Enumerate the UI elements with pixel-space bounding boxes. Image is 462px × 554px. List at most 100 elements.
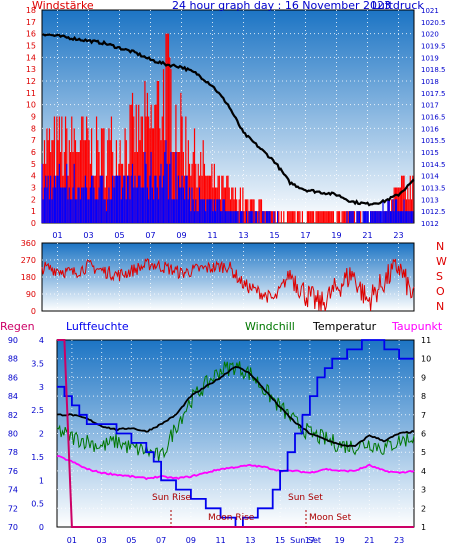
pressure-tick-label: 1017.5 bbox=[421, 90, 446, 98]
temperature-tick-label: 8 bbox=[421, 392, 426, 401]
wind-tick-label: 9 bbox=[31, 113, 36, 122]
rain-tick-label: 2.5 bbox=[31, 406, 44, 415]
temperature-tick-label: 6 bbox=[421, 430, 426, 439]
wind-tick-label: 17 bbox=[26, 18, 36, 27]
compass-label: N bbox=[436, 300, 444, 313]
x-tick-label: 01 bbox=[67, 536, 77, 545]
pressure-tick-label: 1015.5 bbox=[421, 137, 446, 145]
windchill-series-line bbox=[56, 361, 415, 462]
direction-tick-label: 270 bbox=[21, 256, 36, 265]
wind-tick-label: 1 bbox=[31, 207, 36, 216]
temperature-x-ticks: 01 03 05 07 09 11 13 15 17 19 21 23 Sun Set bbox=[67, 536, 404, 545]
x-tick-label: 13 bbox=[245, 536, 255, 545]
wind-tick-label: 12 bbox=[26, 77, 36, 86]
wind-tick-label: 10 bbox=[26, 101, 36, 110]
temperature-axis-ticks: 1 2 3 4 5 6 7 8 9 10 11 bbox=[421, 336, 431, 532]
wind-tick-label: 11 bbox=[26, 89, 36, 98]
annotation-sun-set: Sun Set bbox=[288, 493, 323, 503]
legend-windchill: Windchill bbox=[245, 320, 295, 333]
wind-direction-plot-area bbox=[41, 242, 415, 312]
wind-tick-label: 5 bbox=[31, 160, 36, 169]
pressure-tick-label: 1016 bbox=[421, 125, 439, 133]
temperature-series bbox=[56, 339, 415, 528]
direction-axis-ticks: 0 90 180 270 360 bbox=[21, 239, 36, 316]
rain-tick-label: 0.5 bbox=[31, 500, 44, 509]
pressure-axis-title: Luftdruck bbox=[372, 0, 424, 12]
wind-pressure-x-ticks: 01 03 05 07 09 11 13 15 17 19 21 23 bbox=[52, 231, 403, 240]
wind-bars bbox=[41, 33, 414, 223]
pressure-tick-label: 1014.5 bbox=[421, 161, 446, 169]
x-tick-label: 17 bbox=[300, 231, 310, 240]
temperature-tick-label: 3 bbox=[421, 486, 426, 495]
temperature-tick-label: 5 bbox=[421, 448, 426, 457]
wind-tick-label: 7 bbox=[31, 136, 36, 145]
pressure-tick-label: 1020.5 bbox=[421, 19, 446, 27]
pressure-tick-label: 1020 bbox=[421, 31, 439, 39]
rain-tick-label: 1.5 bbox=[31, 453, 44, 462]
pressure-tick-label: 1016.5 bbox=[421, 114, 446, 122]
temperature-tick-label: 2 bbox=[421, 504, 426, 513]
wind-tick-label: 4 bbox=[31, 172, 36, 181]
x-tick-label: 19 bbox=[331, 231, 341, 240]
wind-tick-label: 18 bbox=[26, 6, 36, 15]
x-tick-label: 21 bbox=[364, 536, 374, 545]
legend-temperature: Temperatur bbox=[312, 320, 377, 333]
direction-tick-label: 360 bbox=[21, 239, 36, 248]
compass-label: O bbox=[436, 285, 445, 298]
wind-tick-label: 3 bbox=[31, 184, 36, 193]
pressure-tick-label: 1021 bbox=[421, 7, 439, 15]
direction-tick-label: 0 bbox=[31, 307, 36, 316]
annotation-moon-set: Moon Set bbox=[309, 513, 352, 523]
humidity-tick-label: 70 bbox=[8, 523, 18, 532]
x-tick-label: 07 bbox=[145, 231, 155, 240]
legend-rain: Regen bbox=[0, 320, 35, 333]
compass-label: W bbox=[436, 255, 447, 268]
humidity-axis-ticks: 70 72 74 76 78 80 82 84 86 88 90 bbox=[8, 336, 18, 532]
pressure-axis-ticks: 1012 1012.5 1013 1013.5 1014 1014.5 1015 1015.5… bbox=[421, 7, 446, 228]
wind-direction-line bbox=[41, 258, 415, 312]
humidity-tick-label: 86 bbox=[8, 373, 18, 382]
dewpoint-series-line bbox=[56, 454, 415, 481]
legend-humidity: Luftfeuchte bbox=[66, 320, 129, 333]
temperature-tick-label: 11 bbox=[421, 336, 431, 345]
x-tick-label: 09 bbox=[186, 536, 196, 545]
humidity-tick-label: 82 bbox=[8, 411, 18, 420]
pressure-tick-label: 1017 bbox=[421, 102, 439, 110]
pressure-tick-label: 1013 bbox=[421, 196, 439, 204]
temperature-tick-label: 4 bbox=[421, 467, 426, 476]
x-tick-label: 17 bbox=[305, 536, 315, 545]
rain-tick-label: 3 bbox=[39, 383, 44, 392]
wind-tick-label: 15 bbox=[26, 42, 36, 51]
pressure-tick-label: 1019.5 bbox=[421, 43, 446, 51]
legend-dewpoint: Taupunkt bbox=[391, 320, 443, 333]
temperature-tick-label: 9 bbox=[421, 373, 426, 382]
temperature-tick-label: 10 bbox=[421, 355, 431, 364]
humidity-tick-label: 84 bbox=[8, 392, 18, 401]
pressure-tick-label: 1013.5 bbox=[421, 185, 446, 193]
temperature-tick-label: 7 bbox=[421, 411, 426, 420]
x-tick-label: 05 bbox=[114, 231, 124, 240]
compass-label: N bbox=[436, 240, 444, 253]
rain-axis-ticks: 0 0.5 1 1.5 2 2.5 3 3.5 4 bbox=[31, 336, 44, 532]
wind-tick-label: 0 bbox=[31, 219, 36, 228]
pressure-line bbox=[41, 33, 415, 207]
pressure-series-line bbox=[41, 33, 415, 207]
x-tick-label: 19 bbox=[335, 536, 345, 545]
direction-series-line bbox=[41, 258, 415, 312]
chart-title: 24 hour graph day : 16 November 2023 bbox=[172, 0, 391, 12]
humidity-tick-label: 72 bbox=[8, 504, 18, 513]
rain-tick-label: 3.5 bbox=[31, 359, 44, 368]
x-tick-label: 23 bbox=[393, 231, 403, 240]
rain-tick-label: 2 bbox=[39, 430, 44, 439]
humidity-tick-label: 74 bbox=[8, 486, 18, 495]
humidity-tick-label: 88 bbox=[8, 355, 18, 364]
pressure-tick-label: 1018 bbox=[421, 78, 439, 86]
rain-tick-label: 1 bbox=[39, 476, 44, 485]
pressure-tick-label: 1015 bbox=[421, 149, 439, 157]
x-tick-sun-set-label: Sun Set bbox=[290, 536, 321, 545]
wind-tick-label: 2 bbox=[31, 195, 36, 204]
